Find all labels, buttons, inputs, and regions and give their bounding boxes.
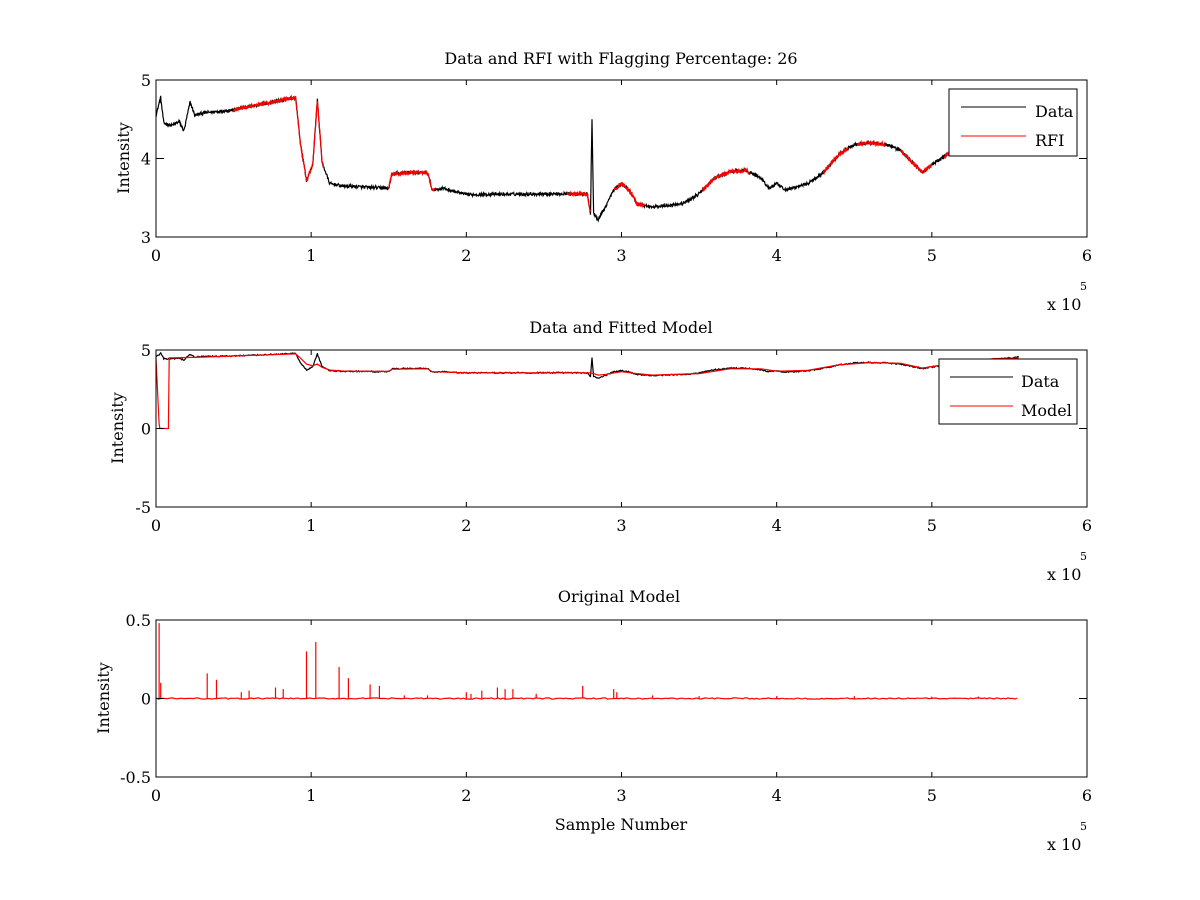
x-tick-label: 6 — [1082, 246, 1092, 265]
panel-2-legend: Data Model — [938, 358, 1078, 425]
x-tick-label: 4 — [772, 246, 782, 265]
y-tick-label: 0 — [141, 690, 151, 709]
x-tick-label: 2 — [461, 246, 471, 265]
x-tick-label: 6 — [1082, 786, 1092, 805]
panel-3-title: Original Model — [558, 587, 680, 606]
x-tick-label: 2 — [461, 516, 471, 535]
x-tick-label: 0 — [151, 516, 161, 535]
panel-1-ticks: 0 1 2 3 4 5 6 3 4 5 — [141, 71, 1092, 265]
panel-3-series — [155, 623, 1018, 700]
panel-2-legend-box — [938, 358, 1078, 425]
x-tick-label: 1 — [306, 246, 316, 265]
legend-data-label: Data — [1021, 372, 1060, 391]
panel-2-ticks: 0 1 2 3 4 5 6-505 — [135, 341, 1092, 535]
model-series-line — [155, 353, 1019, 430]
rfi-flagged-segment — [856, 139, 886, 148]
y-tick-label: -5 — [135, 498, 151, 517]
y-tick-label: 5 — [141, 71, 151, 90]
x-tick-label: 2 — [461, 786, 471, 805]
x-tick-label: 6 — [1082, 516, 1092, 535]
x-tick-label: 1 — [306, 786, 316, 805]
rfi-flagged-segment — [613, 181, 646, 209]
legend-data-label: Data — [1035, 102, 1074, 121]
panel-2-title: Data and Fitted Model — [529, 318, 712, 337]
x-tick-label: 3 — [616, 246, 626, 265]
panel-1-legend-box — [948, 88, 1078, 157]
rfi-flagged-segment — [900, 148, 933, 175]
y-tick-label: 0.5 — [126, 611, 151, 630]
legend-model-label: Model — [1021, 401, 1072, 420]
panel-3-ylabel: Intensity — [94, 662, 113, 734]
x-tick-label: 3 — [616, 786, 626, 805]
x-tick-label: 3 — [616, 516, 626, 535]
panel-original-model: Original Model Intensity 0 1 2 3 4 5 6-0.500.5… — [94, 587, 1092, 854]
rfi-flagged-segment — [822, 147, 849, 176]
panel-2-ylabel: Intensity — [108, 392, 127, 464]
panel-2-x-exponent-power: 5 — [1080, 550, 1087, 563]
panel-3-x-exponent-power: 5 — [1080, 820, 1087, 833]
panel-1-x-exponent: x 10 — [1047, 295, 1081, 314]
panel-3-x-exponent: x 10 — [1047, 835, 1081, 854]
rfi-flagged-segment — [388, 169, 436, 192]
panel-3-xlabel: Sample Number — [555, 815, 688, 834]
panel-1-series — [155, 94, 1019, 223]
rfi-flagged-segment — [298, 101, 325, 182]
panel-1-title: Data and RFI with Flagging Percentage: 2… — [444, 49, 797, 68]
y-tick-label: 4 — [141, 150, 151, 169]
x-tick-label: 5 — [927, 246, 937, 265]
panel-2-x-exponent: x 10 — [1047, 565, 1081, 584]
rfi-flagged-segment — [233, 94, 300, 128]
panel-1-ylabel: Intensity — [114, 122, 133, 194]
legend-rfi-label: RFI — [1035, 131, 1064, 150]
y-tick-label: 3 — [141, 228, 151, 247]
panel-2-series — [155, 351, 1020, 430]
x-tick-label: 4 — [772, 786, 782, 805]
rfi-flagged-segment — [701, 166, 750, 191]
original-model-baseline — [155, 697, 1018, 700]
y-tick-label: -0.5 — [120, 768, 151, 787]
x-tick-label: 0 — [151, 786, 161, 805]
panel-3-ticks: 0 1 2 3 4 5 6-0.500.5 — [120, 611, 1092, 805]
x-tick-label: 5 — [927, 786, 937, 805]
rfi-flagged-segment — [566, 190, 592, 212]
panel-data-rfi: Data and RFI with Flagging Percentage: 2… — [114, 49, 1092, 314]
y-tick-label: 5 — [141, 341, 151, 360]
y-tick-label: 0 — [141, 420, 151, 439]
x-tick-label: 0 — [151, 246, 161, 265]
x-tick-label: 5 — [927, 516, 937, 535]
x-tick-label: 1 — [306, 516, 316, 535]
x-tick-label: 4 — [772, 516, 782, 535]
panel-data-model: Data and Fitted Model Intensity 0 1 2 3 4 5 6 -… — [108, 318, 1092, 584]
panel-1-x-exponent-power: 5 — [1080, 280, 1087, 293]
panel-1-legend: Data RFI — [948, 88, 1078, 157]
